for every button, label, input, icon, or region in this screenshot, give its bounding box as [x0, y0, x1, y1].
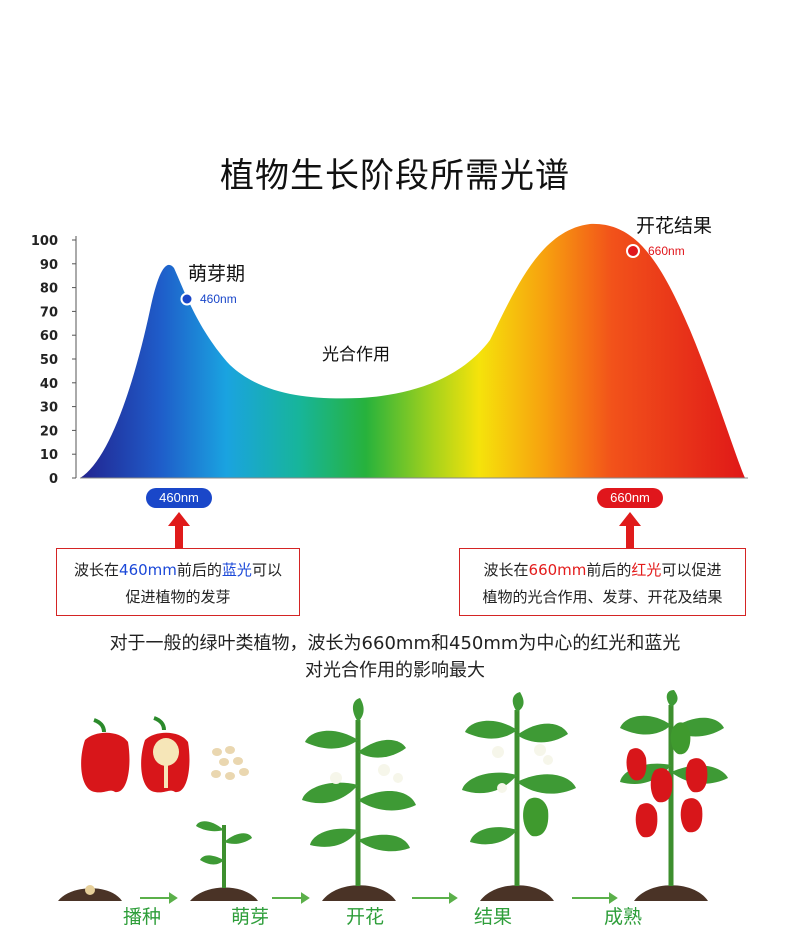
stage-label-sowing: 播种 — [122, 906, 161, 928]
fruiting-plant-icon — [462, 692, 576, 886]
stage-label-germination: 萌芽 — [230, 906, 269, 928]
annotation-flowering: 开花结果 — [636, 215, 712, 237]
y-tick-label: 50 — [40, 353, 58, 368]
y-tick-label: 100 — [31, 234, 58, 249]
pill-660-label: 660nm — [610, 490, 650, 505]
stage-label-flowering: 开花 — [345, 906, 384, 928]
caption-line1: 对于一般的绿叶类植物，波长为660mm和450mm为中心的红光和蓝光 — [109, 633, 681, 654]
growth-stages-illustration — [58, 690, 728, 904]
arrow-up-left — [168, 512, 190, 550]
seeds-icon — [211, 746, 249, 780]
y-tick-label: 80 — [40, 282, 58, 297]
y-tick-label: 10 — [40, 448, 58, 463]
mature-plant-icon — [620, 690, 728, 886]
caption: 对于一般的绿叶类植物，波长为660mm和450mm为中心的红光和蓝光 对光合作用… — [0, 630, 790, 684]
y-tick-label: 90 — [40, 258, 58, 273]
page-title: 植物生长阶段所需光谱 — [220, 156, 570, 196]
y-tick-label: 70 — [40, 305, 58, 320]
note-red-light: 波长在660mm前后的红光可以促进 植物的光合作用、发芽、开花及结果 — [459, 548, 746, 616]
y-tick-label: 60 — [40, 329, 58, 344]
marker-label-660: 660nm — [648, 244, 685, 258]
y-tick-label: 0 — [49, 472, 58, 487]
spectrum-chart: 0 10 20 30 40 50 60 70 80 90 100 萌芽期 460nm 开花结果 66… — [31, 215, 748, 550]
marker-label-460: 460nm — [200, 292, 237, 306]
pill-460-label: 460nm — [159, 490, 199, 505]
y-tick-label: 20 — [40, 424, 58, 439]
annotation-germination: 萌芽期 — [188, 263, 245, 285]
spectrum-curve — [80, 223, 745, 478]
arrow-up-right — [619, 512, 641, 550]
y-tick-label: 40 — [40, 377, 58, 392]
seed-in-soil-icon — [85, 885, 95, 895]
annotation-photosynthesis: 光合作用 — [322, 345, 390, 365]
pepper-half-icon — [141, 716, 190, 793]
caption-line2: 对光合作用的影响最大 — [305, 660, 485, 681]
stage-label-mature: 成熟 — [603, 906, 642, 928]
y-tick-label: 30 — [40, 401, 58, 416]
stage-arrows — [140, 892, 618, 904]
marker-dot-460 — [180, 292, 194, 306]
stage-label-fruiting: 结果 — [473, 906, 512, 928]
pepper-whole-icon — [81, 718, 130, 793]
note-blue-light: 波长在460mm前后的蓝光可以 促进植物的发芽 — [56, 548, 300, 616]
flowering-plant-icon — [302, 698, 416, 886]
marker-dot-660 — [626, 244, 640, 258]
pill-460 — [146, 488, 212, 508]
y-axis: 0 10 20 30 40 50 60 70 80 90 100 — [31, 234, 77, 487]
soil-mounds — [58, 885, 708, 901]
sprout-icon — [196, 821, 252, 888]
pill-660 — [597, 488, 663, 508]
